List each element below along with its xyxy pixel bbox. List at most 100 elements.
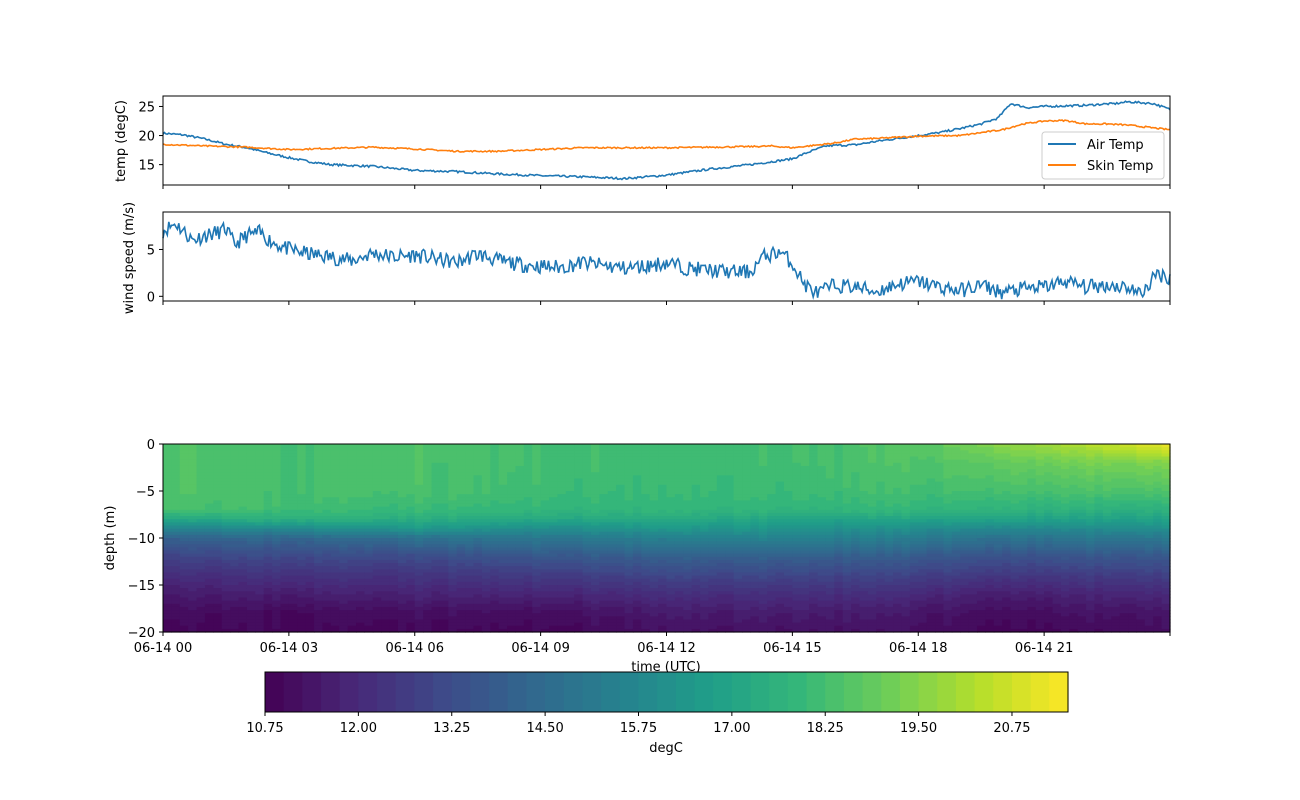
heatmap-cell [708, 447, 718, 451]
heatmap-cell [372, 603, 382, 608]
heatmap-cell [834, 531, 844, 536]
heatmap-cell [565, 575, 575, 580]
heatmap-cell [742, 453, 752, 458]
heatmap-cell [230, 613, 240, 617]
heatmap-cell [188, 447, 198, 451]
heatmap-cell [649, 559, 659, 564]
heatmap-cell [356, 481, 365, 486]
heatmap-cell [565, 484, 575, 489]
heatmap-cell [775, 491, 785, 495]
heatmap-cell [574, 588, 584, 592]
heatmap-cell [624, 563, 634, 567]
heatmap-cell [666, 519, 676, 523]
heatmap-cell [272, 487, 282, 492]
heatmap-cell [364, 522, 374, 527]
heatmap-cell [204, 613, 214, 617]
heatmap-cell [213, 444, 223, 448]
heatmap-cell [851, 516, 861, 520]
heatmap-cell [372, 550, 382, 555]
heatmap-cell [473, 613, 483, 617]
heatmap-cell [188, 578, 198, 583]
heatmap-cell [624, 506, 634, 511]
heatmap-cell [716, 484, 726, 489]
heatmap-cell [473, 597, 483, 602]
heatmap-cell [448, 491, 458, 495]
heatmap-cell [834, 563, 844, 567]
heatmap-cell [414, 512, 424, 517]
heatmap-cell [783, 459, 793, 464]
heatmap-cell [473, 475, 483, 480]
heatmap-cell [439, 456, 449, 461]
heatmap-cell [431, 541, 441, 545]
heatmap-cell [607, 519, 617, 523]
heatmap-cell [230, 563, 240, 567]
heatmap-cell [725, 559, 735, 564]
heatmap-cell [314, 553, 324, 558]
heatmap-cell [389, 456, 399, 461]
heatmap-cell [339, 563, 349, 567]
heatmap-cell [783, 594, 793, 599]
heatmap-cell [607, 628, 617, 633]
heatmap-cell [851, 503, 861, 508]
heatmap-cell [515, 519, 525, 523]
heatmap-cell [230, 528, 240, 533]
heatmap-cell [700, 450, 710, 454]
heatmap-cell [339, 581, 349, 586]
heatmap-cell [565, 613, 575, 617]
heatmap-cell [851, 481, 861, 486]
heatmap-cell [280, 600, 290, 605]
heatmap-cell [272, 512, 282, 517]
heatmap-cell [523, 625, 533, 630]
heatmap-cell [456, 528, 466, 533]
heatmap-cell [188, 534, 198, 539]
heatmap-cell [590, 594, 600, 599]
heatmap-cell [750, 522, 760, 527]
heatmap-cell [599, 622, 609, 627]
heatmap-cell [532, 462, 542, 467]
heatmap-cell [607, 544, 617, 548]
heatmap-cell [213, 622, 223, 627]
heatmap-cell [758, 478, 768, 483]
heatmap-cell [834, 625, 844, 630]
heatmap-cell [758, 575, 768, 580]
heatmap-cell [792, 465, 802, 470]
heatmap-cell [230, 541, 240, 545]
heatmap-cell [700, 622, 710, 627]
heatmap-cell [616, 559, 626, 564]
heatmap-cell [356, 528, 365, 533]
heatmap-cell [179, 559, 189, 564]
heatmap-cell [272, 581, 282, 586]
heatmap-cell [557, 569, 567, 574]
heatmap-cell [792, 556, 802, 561]
heatmap-cell [389, 556, 399, 561]
heatmap-cell [171, 487, 181, 492]
heatmap-cell [674, 475, 684, 480]
heatmap-cell [691, 544, 701, 548]
heatmap-cell [574, 563, 584, 567]
heatmap-cell [532, 494, 542, 498]
heatmap-cell [322, 585, 332, 589]
heatmap-cell [532, 566, 542, 570]
heatmap-cell [297, 581, 307, 586]
heatmap-cell [775, 591, 785, 595]
heatmap-cell [809, 469, 819, 473]
heatmap-cell [280, 506, 290, 511]
heatmap-cell [658, 610, 668, 614]
heatmap-cell [490, 475, 500, 480]
heatmap-cell [423, 525, 433, 530]
heatmap-cell [356, 447, 365, 451]
heatmap-cell [507, 522, 517, 527]
heatmap-cell [456, 616, 466, 621]
heatmap-cell [565, 478, 575, 483]
heatmap-cell [515, 553, 525, 558]
heatmap-cell [498, 585, 508, 589]
heatmap-cell [607, 594, 617, 599]
heatmap-cell [339, 453, 349, 458]
heatmap-cell [758, 500, 768, 505]
heatmap-cell [809, 559, 819, 564]
heatmap-cell [230, 484, 240, 489]
heatmap-cell [204, 487, 214, 492]
heatmap-cell [632, 597, 642, 602]
heatmap-cell [246, 512, 256, 517]
heatmap-cell [783, 525, 793, 530]
